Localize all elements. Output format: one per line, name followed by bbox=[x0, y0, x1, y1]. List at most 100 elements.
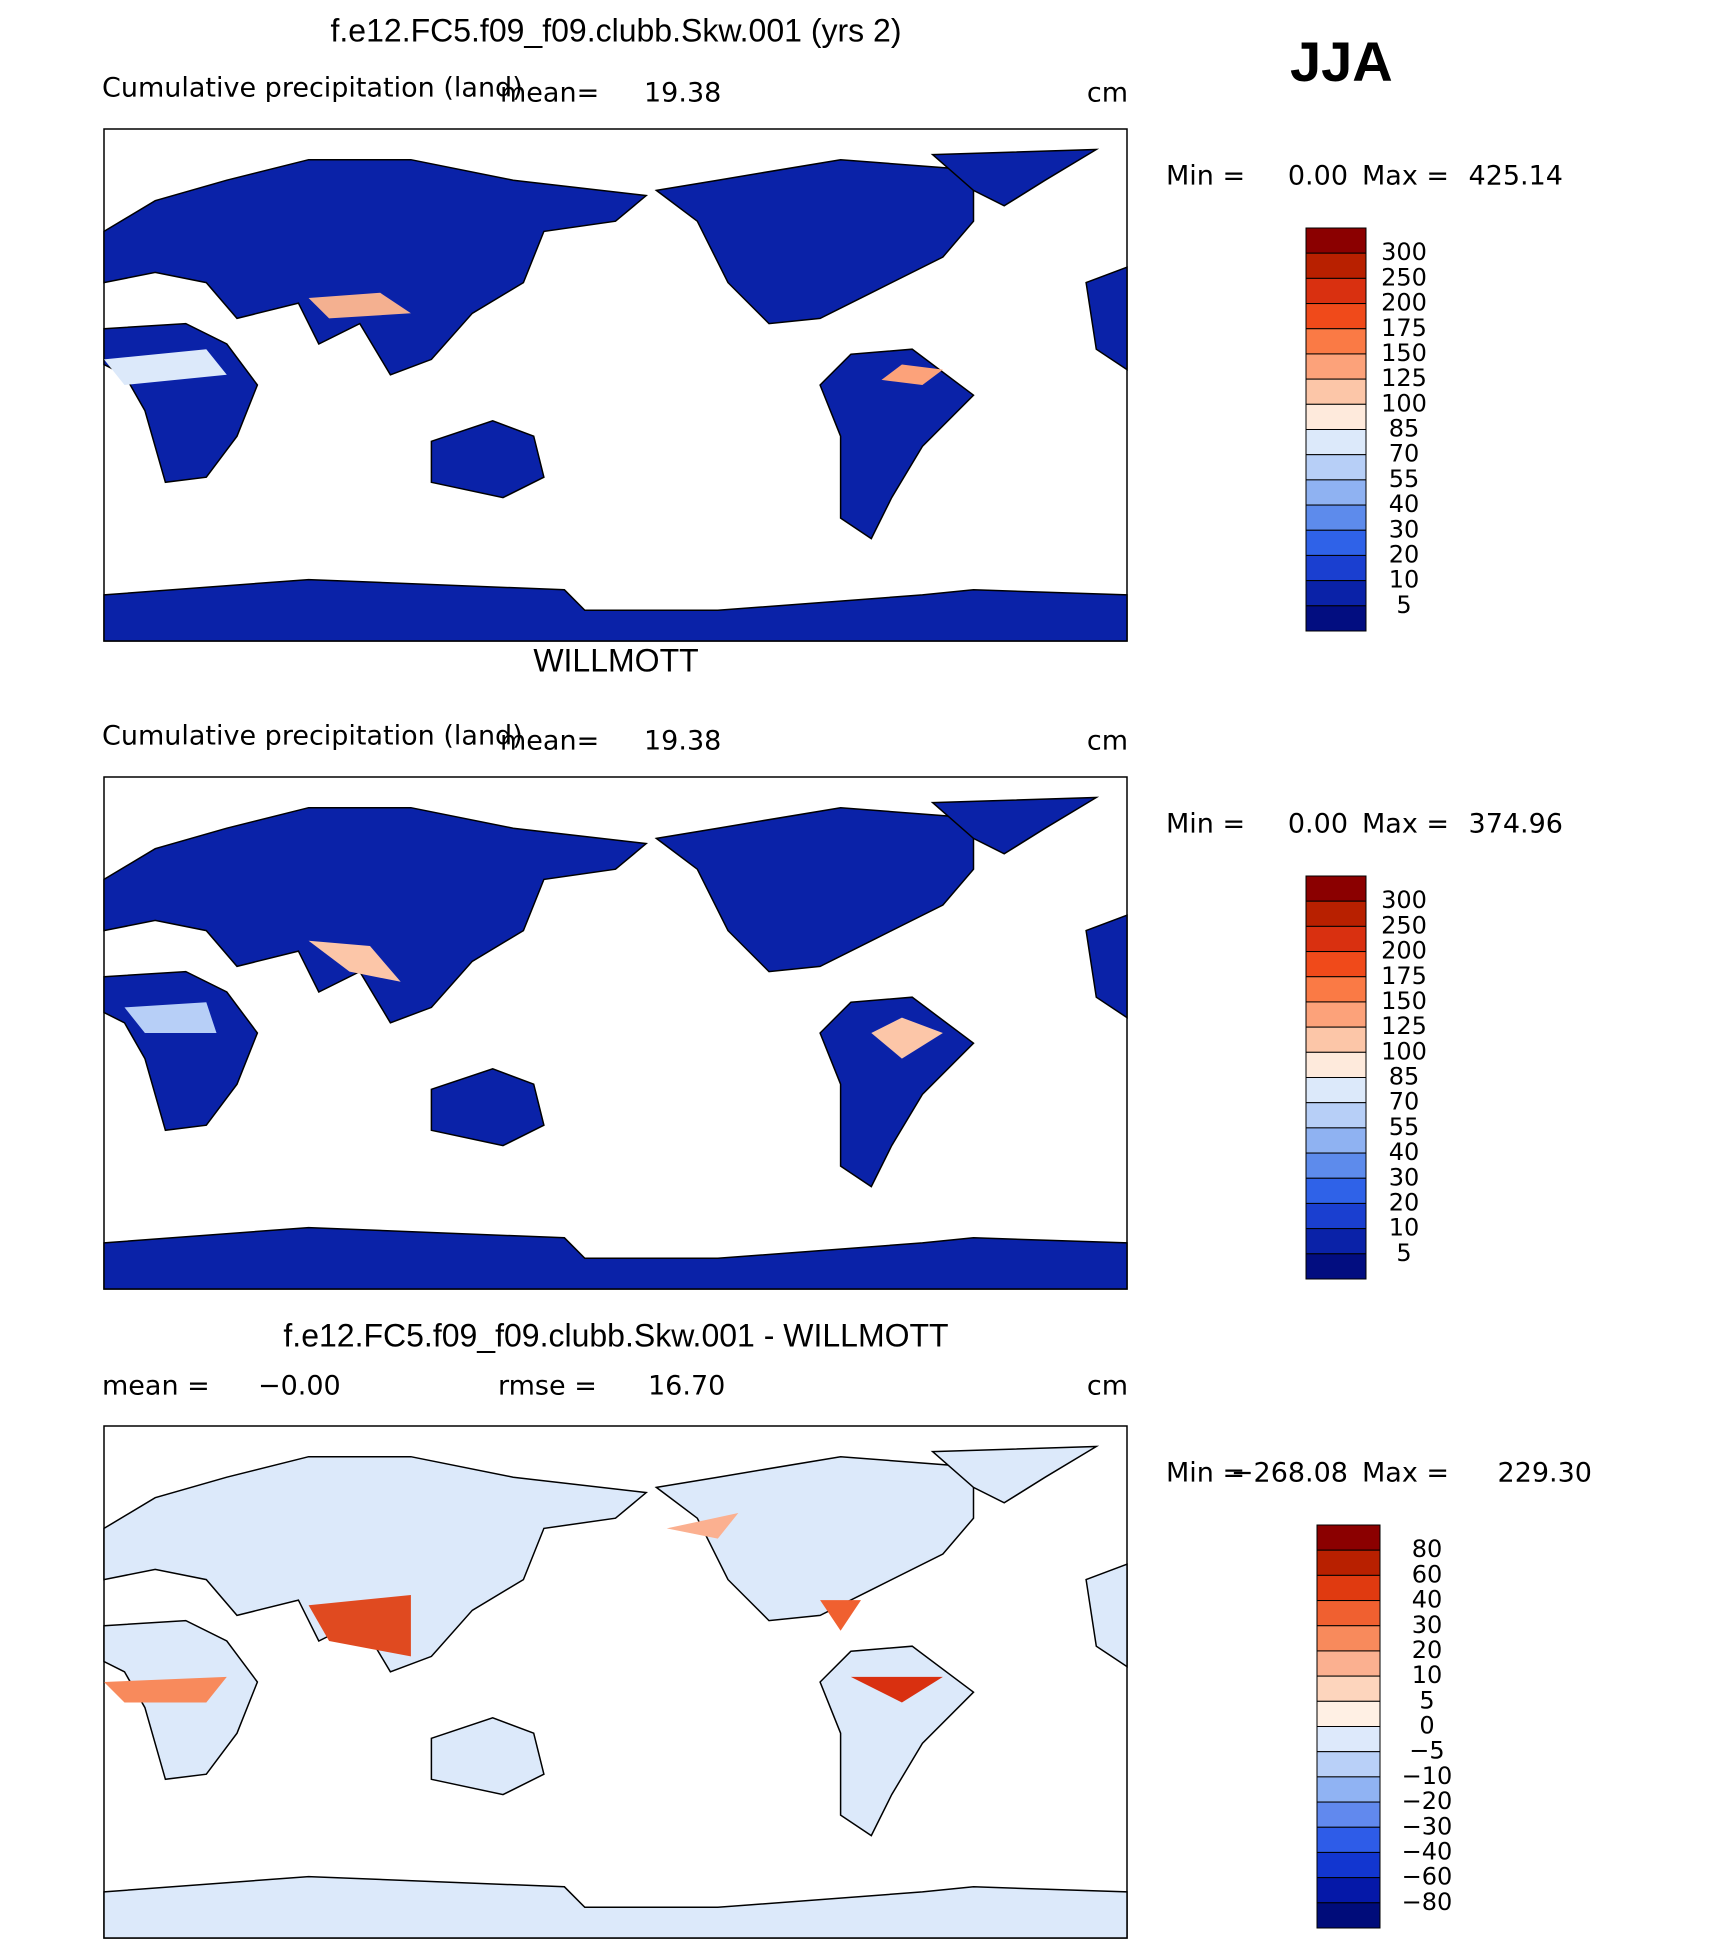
colorbar-label: 125 bbox=[1381, 364, 1427, 392]
map bbox=[103, 1425, 1128, 1939]
land bbox=[819, 1645, 975, 1837]
land bbox=[654, 1455, 975, 1622]
precip-patch bbox=[124, 1002, 217, 1033]
colorbar-label: 40 bbox=[1389, 490, 1420, 518]
colorbar-box bbox=[1305, 925, 1367, 953]
panel-subtitle: Cumulative precipitation (land) bbox=[102, 721, 523, 752]
colorbar-box bbox=[1316, 1801, 1381, 1828]
colorbar-label: 300 bbox=[1381, 886, 1427, 914]
colorbar-label: 200 bbox=[1381, 937, 1427, 965]
colorbar-label: 20 bbox=[1412, 1636, 1443, 1664]
land bbox=[819, 348, 975, 540]
panel-subtitle: Cumulative precipitation (land) bbox=[102, 73, 523, 104]
precip-patch bbox=[666, 1513, 739, 1539]
colorbar-box bbox=[1316, 1851, 1381, 1879]
land bbox=[103, 1226, 1128, 1290]
colorbar-label: 150 bbox=[1381, 339, 1427, 367]
unit-label: cm bbox=[1087, 1371, 1128, 1402]
colorbar-box bbox=[1305, 227, 1367, 254]
colorbar-label: 100 bbox=[1381, 1037, 1427, 1065]
land bbox=[430, 1068, 545, 1147]
colorbar-label: 5 bbox=[1419, 1686, 1434, 1714]
max-label: Max = bbox=[1362, 1458, 1449, 1489]
colorbar-box bbox=[1316, 1877, 1381, 1904]
colorbar-box bbox=[1305, 1127, 1367, 1154]
max-value: 425.14 bbox=[1469, 161, 1563, 192]
colorbar-box bbox=[1316, 1826, 1381, 1853]
colorbar-box bbox=[1305, 277, 1367, 305]
colorbar-label: 80 bbox=[1412, 1535, 1443, 1563]
land bbox=[1085, 266, 1128, 371]
colorbar-box bbox=[1316, 1549, 1381, 1576]
colorbar-box bbox=[1305, 1177, 1367, 1204]
colorbar-box bbox=[1316, 1726, 1381, 1753]
colorbar-label: 40 bbox=[1412, 1586, 1443, 1614]
precip-patch bbox=[308, 940, 401, 982]
land bbox=[103, 1875, 1128, 1939]
colorbar-label: 10 bbox=[1389, 1214, 1420, 1242]
colorbar-label: 175 bbox=[1381, 962, 1427, 990]
colorbar-box bbox=[1305, 554, 1367, 582]
colorbar-box bbox=[1305, 504, 1367, 531]
max-label: Max = bbox=[1362, 809, 1449, 840]
colorbar-label: 125 bbox=[1381, 1012, 1427, 1040]
colorbar-label: −5 bbox=[1409, 1737, 1444, 1765]
precip-patch bbox=[881, 364, 943, 385]
colorbar-box bbox=[1316, 1751, 1381, 1778]
colorbar-label: −20 bbox=[1402, 1787, 1453, 1815]
colorbar-box bbox=[1316, 1600, 1381, 1627]
colorbar-label: 5 bbox=[1396, 1239, 1411, 1267]
colorbar-box bbox=[1316, 1574, 1381, 1602]
land bbox=[930, 796, 1100, 855]
colorbar-label: 55 bbox=[1389, 465, 1420, 493]
colorbar-box bbox=[1305, 1026, 1367, 1053]
colorbar-label: 55 bbox=[1389, 1113, 1420, 1141]
min-value: −268.08 bbox=[1231, 1458, 1348, 1489]
colorbar-box bbox=[1305, 951, 1367, 978]
colorbar-label: 70 bbox=[1389, 440, 1420, 468]
min-value: 0.00 bbox=[1288, 161, 1348, 192]
precip-patch bbox=[820, 1600, 861, 1631]
colorbar-box bbox=[1305, 403, 1367, 430]
colorbar-box bbox=[1305, 378, 1367, 405]
colorbar-label: 10 bbox=[1389, 566, 1420, 594]
colorbar-box bbox=[1305, 252, 1367, 279]
colorbar-label: −40 bbox=[1402, 1837, 1453, 1865]
land bbox=[819, 996, 975, 1188]
max-value: 229.30 bbox=[1498, 1458, 1592, 1489]
colorbar-label: 40 bbox=[1389, 1138, 1420, 1166]
colorbar-box bbox=[1305, 580, 1367, 607]
land bbox=[103, 578, 1128, 642]
colorbar-box bbox=[1305, 479, 1367, 506]
precip-patch bbox=[308, 1595, 411, 1657]
colorbar-box bbox=[1316, 1675, 1381, 1702]
colorbar-box bbox=[1316, 1650, 1381, 1677]
colorbar-box bbox=[1305, 454, 1367, 481]
mean-label: mean= bbox=[500, 78, 599, 109]
colorbar-label: 85 bbox=[1389, 415, 1420, 443]
colorbar-box bbox=[1305, 303, 1367, 330]
min-value: 0.00 bbox=[1288, 809, 1348, 840]
colorbar-label: 150 bbox=[1381, 987, 1427, 1015]
colorbar-label: 100 bbox=[1381, 389, 1427, 417]
colorbar-label: −10 bbox=[1402, 1762, 1453, 1790]
colorbar-box bbox=[1316, 1524, 1381, 1551]
colorbar-box bbox=[1305, 605, 1367, 632]
colorbar-box bbox=[1316, 1700, 1381, 1727]
colorbar-box bbox=[1305, 328, 1367, 355]
colorbar-label: 200 bbox=[1381, 289, 1427, 317]
colorbar-box bbox=[1305, 429, 1367, 456]
panel-title: WILLMOTT bbox=[533, 642, 698, 678]
colorbar-label: 250 bbox=[1381, 263, 1427, 291]
precip-patch bbox=[850, 1676, 943, 1703]
min-label: Min = bbox=[1166, 809, 1245, 840]
max-value: 374.96 bbox=[1469, 809, 1563, 840]
precip-patch bbox=[104, 1676, 227, 1703]
colorbar-box bbox=[1305, 1253, 1367, 1280]
colorbar-label: 30 bbox=[1389, 1163, 1420, 1191]
colorbar-label: −80 bbox=[1402, 1888, 1453, 1916]
colorbar-box bbox=[1316, 1625, 1381, 1652]
panel-title: f.e12.FC5.f09_f09.clubb.Skw.001 - WILLMO… bbox=[283, 1317, 948, 1353]
colorbar-box bbox=[1305, 1051, 1367, 1078]
season-label: JJA bbox=[1290, 30, 1393, 93]
